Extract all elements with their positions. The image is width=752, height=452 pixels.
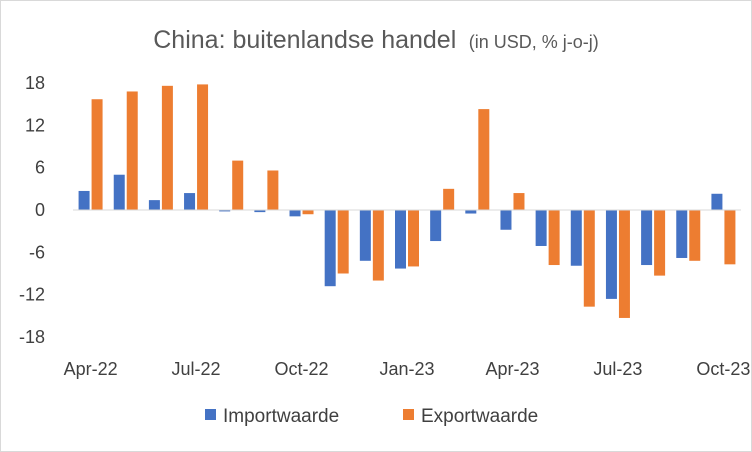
bar-exportwaarde-sep-22 (267, 170, 279, 210)
bar-importwaarde-aug-22 (219, 210, 231, 212)
bar-exportwaarde-aug-22 (232, 160, 244, 210)
x-tick-label: Oct-23 (696, 359, 750, 379)
bar-exportwaarde-may-23 (548, 210, 560, 266)
legend-swatch-exportwaarde (403, 409, 414, 420)
bar-exportwaarde-apr-22 (91, 99, 103, 210)
bar-importwaarde-oct-22 (289, 210, 301, 217)
bar-exportwaarde-jun-22 (161, 85, 173, 210)
x-tick-label: Jul-23 (593, 359, 642, 379)
legend-label-exportwaarde: Exportwaarde (421, 406, 538, 427)
bar-importwaarde-aug-23 (641, 210, 653, 266)
bar-exportwaarde-jan-23 (408, 210, 419, 267)
bar-importwaarde-feb-23 (430, 210, 442, 242)
bar-exportwaarde-jul-22 (197, 84, 209, 210)
bar-exportwaarde-feb-23 (443, 188, 455, 210)
bar-importwaarde-sep-23 (676, 210, 688, 258)
chart-subtitle: (in USD, % j-o-j) (469, 32, 599, 52)
x-tick-label: Jan-23 (379, 359, 434, 379)
chart-title-group: China: buitenlandse handel (in USD, % j-… (153, 26, 598, 54)
bar-exportwaarde-dec-22 (372, 210, 384, 281)
y-axis-tick-labels: 18 12 6 0 -6 -12 -18 (19, 73, 45, 347)
x-tick-label: Jul-22 (172, 359, 221, 379)
y-tick-label: 6 (35, 158, 45, 178)
legend-label-importwaarde: Importwaarde (223, 406, 339, 427)
y-tick-label: 12 (25, 115, 45, 135)
bar-importwaarde-apr-23 (500, 210, 512, 230)
x-axis-tick-labels: Apr-22 Jul-22 Oct-22 Jan-23 Apr-23 Jul-23 Oct-… (64, 359, 751, 379)
x-tick-label: Oct-22 (275, 359, 329, 379)
bar-exportwaarde-mar-23 (478, 109, 490, 210)
bar-exportwaarde-oct-23 (724, 210, 736, 265)
bar-importwaarde-jan-23 (395, 210, 406, 269)
bar-importwaarde-dec-22 (359, 210, 371, 261)
bar-importwaarde-jul-23 (605, 210, 617, 299)
y-tick-label: 18 (25, 73, 45, 93)
bar-exportwaarde-sep-23 (689, 210, 701, 261)
y-tick-label: 0 (35, 200, 45, 220)
x-tick-label: Apr-23 (485, 359, 539, 379)
x-tick-label: Apr-22 (64, 359, 118, 379)
bar-exportwaarde-nov-22 (337, 210, 349, 274)
y-tick-label: -6 (29, 242, 45, 262)
bar-exportwaarde-aug-23 (654, 210, 666, 276)
y-tick-label: -18 (19, 327, 45, 347)
legend: Importwaarde Exportwaarde (205, 406, 538, 427)
bar-importwaarde-sep-22 (254, 210, 266, 213)
bar-importwaarde-jun-23 (570, 210, 582, 266)
bar-importwaarde-jun-22 (148, 200, 160, 210)
legend-swatch-importwaarde (205, 409, 216, 420)
bar-exportwaarde-oct-22 (302, 210, 314, 215)
bar-exportwaarde-jul-23 (618, 210, 630, 318)
bar-importwaarde-mar-23 (465, 210, 477, 214)
bar-exportwaarde-apr-23 (513, 193, 525, 210)
bar-importwaarde-apr-22 (78, 190, 90, 210)
bar-exportwaarde-jun-23 (583, 210, 595, 307)
bar-importwaarde-jul-22 (184, 193, 196, 210)
bar-importwaarde-may-22 (113, 174, 125, 210)
bars-group (78, 84, 736, 318)
y-tick-label: -12 (19, 285, 45, 305)
bar-importwaarde-nov-22 (324, 210, 336, 287)
bar-importwaarde-may-23 (535, 210, 547, 246)
chart-title: China: buitenlandse handel (153, 26, 456, 54)
bar-exportwaarde-may-22 (126, 91, 138, 210)
bar-importwaarde-oct-23 (711, 193, 723, 210)
